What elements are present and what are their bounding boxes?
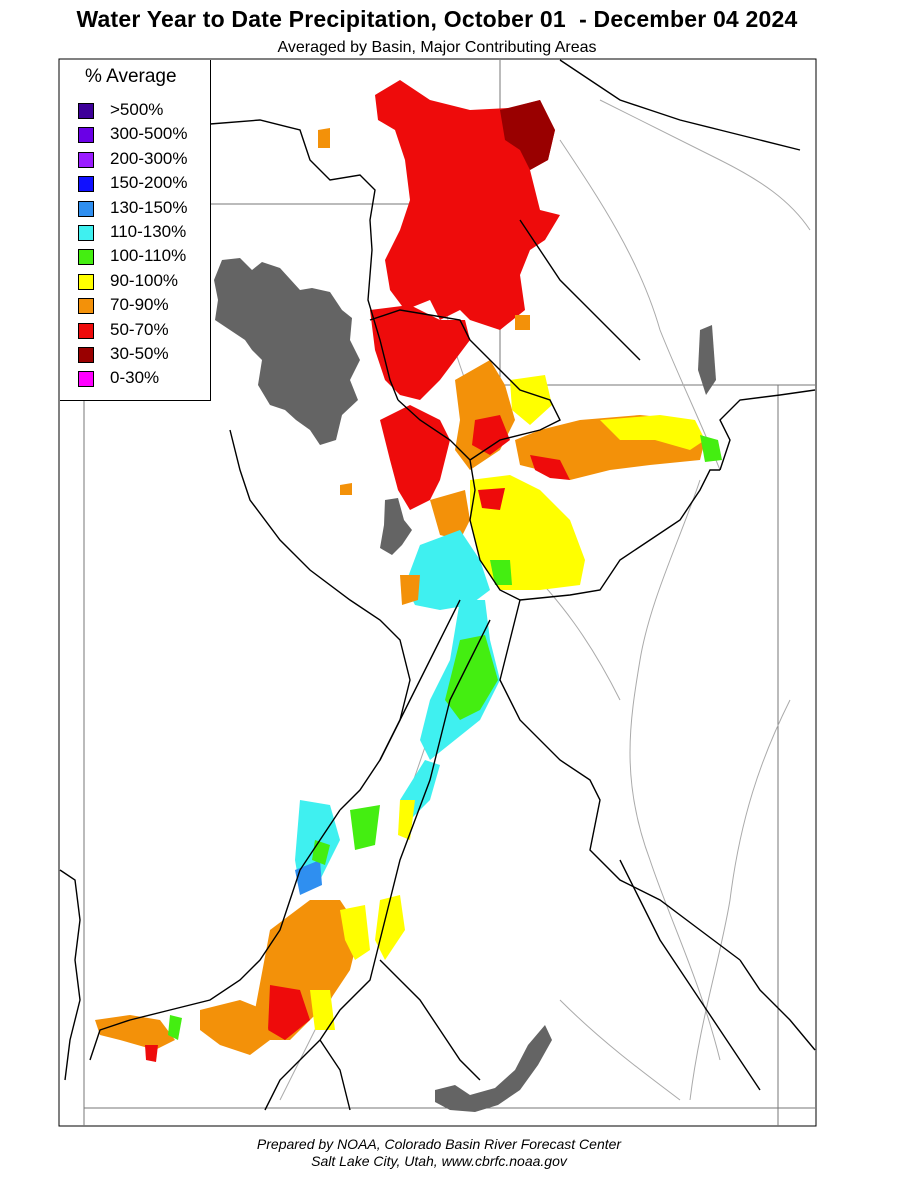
region-virgin-west (95, 1015, 175, 1050)
region-kanab-yellow (310, 990, 335, 1030)
map-frame (58, 58, 817, 1127)
boundary-weber-north (369, 309, 471, 341)
legend-swatch (78, 273, 94, 290)
river-green-lower (629, 479, 721, 1061)
flaming-gorge (698, 325, 716, 395)
legend-swatch (78, 371, 94, 388)
region-upper-bear-yellow (510, 375, 552, 425)
boundary-kanab (319, 1039, 351, 1111)
region-uintah-green (700, 435, 722, 462)
boundary-virgin-north (89, 809, 341, 1061)
legend-swatch (78, 322, 94, 339)
region-small-orange (340, 483, 352, 495)
legend-swatch (78, 200, 94, 217)
legend-label: 100-110% (110, 246, 187, 266)
legend-swatch (78, 151, 94, 168)
region-virgin-yellow (340, 905, 370, 960)
map-subtitle: Averaged by Basin, Major Contributing Ar… (277, 39, 597, 56)
boundary-colorado (619, 859, 761, 1091)
legend-label: 70-90% (110, 295, 169, 315)
boundary-spine (397, 399, 521, 601)
region-bear-northeast (500, 100, 555, 170)
boundary-weber (469, 339, 561, 461)
boundary-nv-west (59, 869, 81, 1081)
region-sanpitch-green (445, 635, 498, 720)
basin-boundaries (59, 59, 816, 1111)
region-small-orange-2 (318, 128, 330, 148)
river-san-juan (559, 999, 681, 1101)
region-beaver-blue (295, 860, 322, 895)
great-salt-lake (214, 258, 360, 445)
region-beaver-green (350, 805, 380, 850)
boundary-escalante (379, 959, 481, 1081)
boundary-yampa (719, 389, 816, 471)
region-uintah-yellow (600, 415, 705, 450)
legend-label: 150-200% (110, 173, 188, 193)
legend-label: >500% (110, 100, 164, 119)
legend-swatch (78, 298, 94, 315)
region-strawberry-green (490, 560, 512, 585)
region-uintah-red (530, 455, 570, 480)
region-virgin-west-green (168, 1015, 182, 1040)
region-sevier-yellow-small (398, 800, 415, 840)
legend-swatch (78, 347, 94, 363)
region-spanish-fork (405, 530, 490, 610)
river-green-upper (559, 139, 721, 471)
region-weber (370, 305, 470, 400)
legend-label: 0-30% (110, 368, 160, 388)
boundary-green-north (559, 59, 801, 151)
region-virgin-lower (200, 1000, 270, 1055)
legend-title: % Average (85, 66, 177, 87)
legend-swatch (78, 249, 94, 266)
region-sevier-yellow (375, 895, 405, 960)
legend-swatch (78, 127, 94, 144)
legend-swatch (78, 176, 94, 193)
legend-label: 200-300% (110, 148, 188, 168)
region-upper-weber-red (472, 415, 510, 455)
region-virgin-west-red (145, 1045, 158, 1062)
utah-lake (380, 498, 412, 555)
credit-line-1: Prepared by NOAA, Colorado Basin River F… (256, 1136, 622, 1152)
boundary-price (499, 599, 741, 961)
river-colorado (689, 699, 791, 1101)
legend: % Average >500% 300-500% 200-300% 150-200% 1… (60, 60, 211, 401)
region-virgin-red (268, 985, 310, 1040)
legend-label: 50-70% (110, 319, 169, 339)
legend-swatch (78, 225, 94, 241)
boundary-sevier-east (319, 619, 491, 1041)
region-provo-orange (430, 490, 470, 540)
legend-label: 130-150% (110, 197, 188, 217)
region-duchesne-red (478, 488, 505, 510)
boundary-san-juan (739, 959, 816, 1051)
credit-line-2: Salt Lake City, Utah, www.cbrfc.noaa.gov (311, 1153, 567, 1169)
map-title: Water Year to Date Precipitation, Octobe… (76, 6, 798, 32)
region-provo (380, 405, 450, 510)
boundary-sevier-desert (229, 429, 411, 761)
region-nebo-orange (400, 575, 420, 605)
region-small-orange-3 (515, 315, 530, 330)
legend-swatch (78, 103, 94, 119)
legend-label: 90-100% (110, 270, 179, 290)
lake-powell (435, 1025, 552, 1112)
precip-shading (95, 80, 722, 1062)
legend-label: 110-130% (110, 222, 187, 241)
boundary-green-wy (519, 219, 641, 361)
boundary-virgin-east (264, 1039, 321, 1111)
legend-label: 30-50% (110, 344, 169, 363)
river-wy (599, 99, 811, 231)
legend-label: 300-500% (110, 124, 188, 144)
boundary-uintah-south (519, 469, 720, 601)
credit: Prepared by NOAA, Colorado Basin River F… (0, 1136, 878, 1170)
boundary-bear-west (209, 119, 399, 401)
